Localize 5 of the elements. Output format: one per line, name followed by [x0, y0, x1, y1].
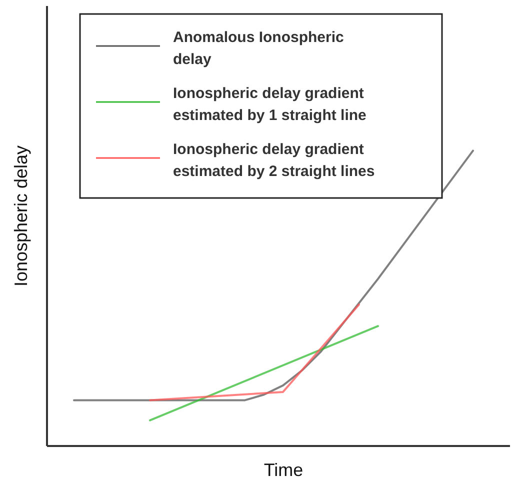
legend-label: Ionospheric delay gradient estimated by 2 straight lines	[173, 141, 375, 180]
x-axis-title: Time	[264, 460, 304, 480]
y-axis-title: Ionospheric delay	[11, 145, 31, 287]
legend-label: Anomalous Ionospheric delay	[173, 29, 344, 68]
legend-label: Ionospheric delay gradient estimated by 1 straight line	[173, 85, 366, 124]
